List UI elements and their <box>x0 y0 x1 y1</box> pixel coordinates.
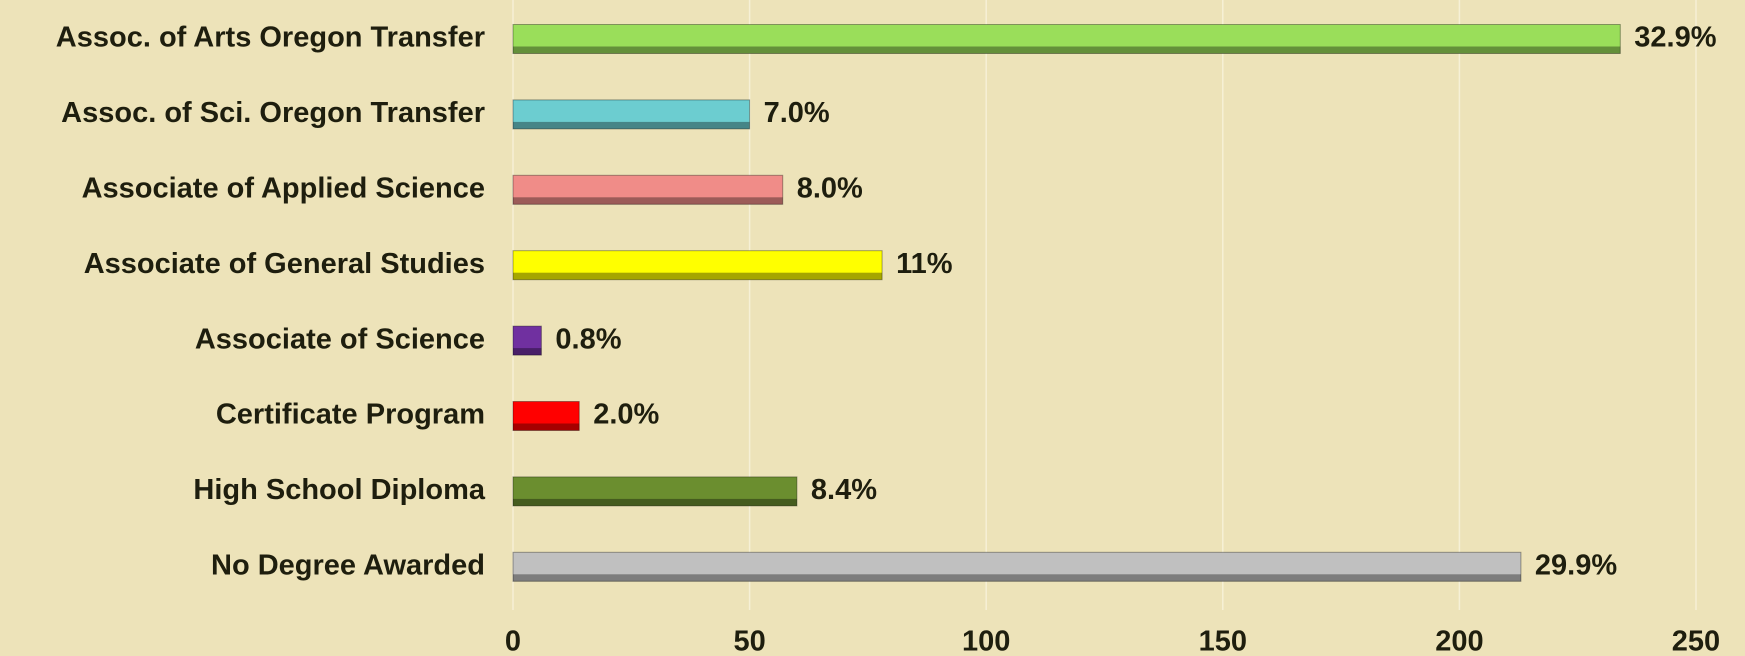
bar <box>512 401 580 431</box>
category-label: Certificate Program <box>216 399 485 431</box>
value-label: 2.0% <box>593 399 659 431</box>
value-label: 32.9% <box>1634 22 1716 54</box>
bar <box>512 476 798 507</box>
bar <box>512 325 542 356</box>
category-label: Associate of Science <box>195 323 485 355</box>
value-label: 29.9% <box>1535 549 1617 581</box>
category-label: Associate of Applied Science <box>82 172 485 204</box>
category-label: Assoc. of Arts Oregon Transfer <box>56 22 485 54</box>
x-tick-label: 250 <box>1672 626 1720 656</box>
bar-shade <box>513 272 883 280</box>
bar <box>512 174 784 205</box>
category-label: Associate of General Studies <box>84 248 485 280</box>
category-label: Assoc. of Sci. Oregon Transfer <box>61 97 485 129</box>
bar-shade <box>513 574 1521 582</box>
value-label: 8.4% <box>811 474 877 506</box>
value-label: 8.0% <box>797 172 863 204</box>
category-label: High School Diploma <box>193 474 485 506</box>
value-label: 11% <box>896 248 953 280</box>
x-tick-label: 200 <box>1435 626 1483 656</box>
bar-shade <box>513 423 580 431</box>
category-label: No Degree Awarded <box>211 549 485 581</box>
bar-shade <box>513 46 1621 54</box>
x-tick-label: 0 <box>505 626 521 656</box>
x-tick-label: 50 <box>733 626 765 656</box>
value-label: 7.0% <box>764 97 830 129</box>
x-tick-label: 150 <box>1199 626 1247 656</box>
value-label: 0.8% <box>555 323 621 355</box>
bar-shade <box>513 197 783 205</box>
x-tick-label: 100 <box>962 626 1010 656</box>
bar <box>512 99 751 130</box>
bar <box>512 250 883 281</box>
bar-shade <box>513 121 750 129</box>
bar <box>512 24 1621 54</box>
bar-shade <box>513 348 542 356</box>
bar-shade <box>513 498 797 506</box>
bar <box>512 551 1522 582</box>
